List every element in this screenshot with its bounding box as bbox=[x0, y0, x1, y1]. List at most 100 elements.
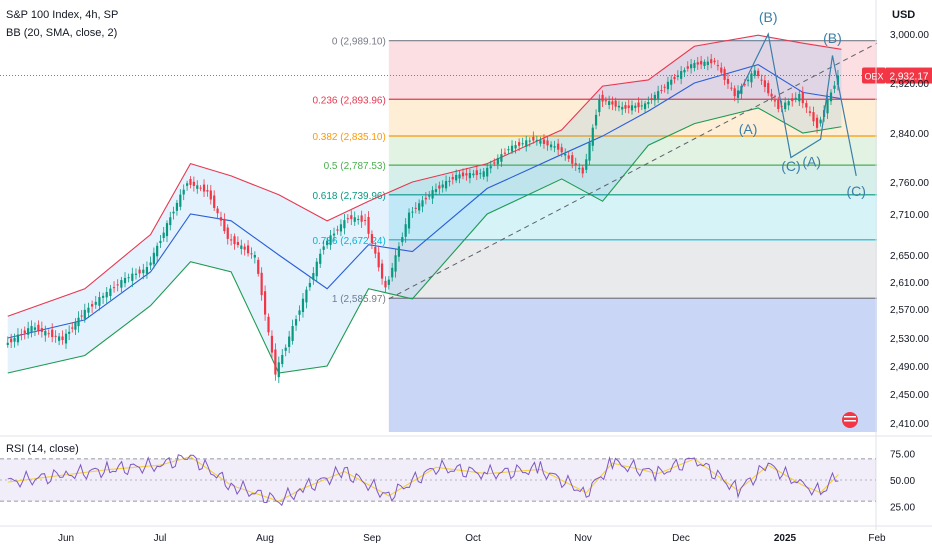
candle-body bbox=[57, 336, 61, 341]
candle-body bbox=[791, 98, 794, 102]
symbol-tag bbox=[862, 67, 886, 84]
candle-body bbox=[6, 342, 9, 345]
candle-body bbox=[767, 83, 770, 94]
candle-body bbox=[54, 335, 57, 337]
candle-body bbox=[319, 253, 322, 264]
candle-body bbox=[489, 166, 492, 169]
candle-body bbox=[611, 101, 614, 105]
candle-body bbox=[37, 324, 40, 332]
candle-body bbox=[833, 85, 836, 89]
us-flag-icon bbox=[844, 416, 856, 418]
candle-body bbox=[64, 333, 68, 344]
candle-body bbox=[20, 334, 23, 336]
candle-body bbox=[475, 170, 478, 176]
candle-body bbox=[156, 245, 159, 257]
candle-body bbox=[16, 334, 20, 343]
candle-body bbox=[479, 173, 482, 175]
candle-body bbox=[614, 100, 617, 107]
candle-body bbox=[206, 190, 209, 192]
candle-body bbox=[660, 89, 663, 91]
wave-label-2: (A) bbox=[739, 121, 758, 137]
candle-body bbox=[557, 143, 560, 150]
candle-body bbox=[281, 354, 284, 365]
candle-body bbox=[301, 298, 305, 313]
candle-body bbox=[123, 277, 127, 284]
candle-body bbox=[384, 280, 387, 288]
fib-label-0.5: 0.5 (2,787.53) bbox=[324, 161, 386, 172]
candle-body bbox=[801, 91, 804, 104]
candle-body bbox=[291, 326, 294, 341]
y-tick-label: 2,450.00 bbox=[890, 390, 929, 401]
candle-body bbox=[676, 75, 679, 77]
candle-body bbox=[598, 99, 601, 113]
candle-body bbox=[819, 119, 822, 124]
x-tick-label: 2025 bbox=[774, 533, 797, 544]
candle-body bbox=[414, 207, 417, 209]
candle-body bbox=[578, 167, 581, 170]
wave-projection-line bbox=[737, 32, 857, 176]
candle-body bbox=[571, 155, 574, 164]
candle-body bbox=[120, 280, 123, 288]
candle-body bbox=[336, 229, 339, 231]
candle-body bbox=[322, 246, 325, 250]
candle-body bbox=[387, 279, 390, 285]
fib-label-0.786: 0.786 (2,672.24) bbox=[312, 236, 385, 247]
candle-body bbox=[581, 167, 584, 174]
candle-body bbox=[539, 140, 542, 144]
candle-body bbox=[61, 336, 64, 341]
candle-body bbox=[202, 184, 206, 192]
candle-body bbox=[397, 246, 401, 257]
candle-body bbox=[27, 328, 30, 335]
candle-body bbox=[23, 330, 26, 334]
candle-body bbox=[380, 263, 384, 279]
candle-body bbox=[353, 217, 356, 222]
candle-body bbox=[493, 162, 496, 164]
candle-body bbox=[277, 362, 280, 378]
candle-body bbox=[683, 69, 686, 73]
candle-body bbox=[647, 102, 650, 105]
rsi-indicator-label[interactable]: RSI (14, close) bbox=[6, 443, 79, 455]
currency-label[interactable]: USD bbox=[892, 9, 916, 21]
candle-body bbox=[288, 336, 291, 348]
bb-indicator-label[interactable]: BB (20, SMA, close, 2) bbox=[6, 27, 118, 39]
y-tick-label: 2,530.00 bbox=[890, 334, 929, 345]
y-tick-label: 2,840.00 bbox=[890, 129, 929, 140]
candle-body bbox=[434, 189, 438, 192]
candle-body bbox=[743, 84, 746, 86]
candle-body bbox=[230, 239, 233, 241]
candle-body bbox=[784, 102, 787, 110]
candle-body bbox=[80, 315, 83, 317]
wave-label-1: (B) bbox=[823, 30, 842, 46]
candle-body bbox=[686, 66, 689, 69]
candle-body bbox=[87, 307, 90, 313]
symbol-title[interactable]: S&P 100 Index, 4h, SP bbox=[6, 9, 119, 21]
fib-zone-0.236 bbox=[388, 40, 877, 100]
wave-label-4: (A) bbox=[802, 154, 821, 170]
candle-body bbox=[532, 136, 535, 141]
candle-body bbox=[733, 88, 736, 97]
candle-body bbox=[777, 100, 780, 110]
candle-body bbox=[604, 100, 607, 102]
candle-body bbox=[33, 327, 37, 330]
fib-zone-0.5 bbox=[388, 136, 877, 166]
candle-body bbox=[594, 114, 598, 126]
candle-body bbox=[370, 234, 374, 243]
candle-body bbox=[431, 190, 434, 199]
candle-body bbox=[105, 291, 108, 298]
candle-body bbox=[312, 273, 315, 280]
us-flag-icon bbox=[844, 420, 856, 422]
x-tick-label: Aug bbox=[256, 533, 274, 544]
candle-body bbox=[428, 195, 431, 197]
candle-body bbox=[305, 289, 308, 303]
candle-body bbox=[274, 349, 277, 375]
candle-body bbox=[401, 237, 404, 243]
current-price-tag bbox=[886, 67, 932, 84]
candle-body bbox=[339, 224, 343, 232]
candle-body bbox=[560, 147, 563, 153]
candle-body bbox=[404, 224, 407, 237]
candle-body bbox=[542, 139, 546, 144]
candle-body bbox=[145, 267, 149, 274]
wave-label-0: (B) bbox=[759, 9, 778, 25]
candle-body bbox=[693, 62, 696, 68]
